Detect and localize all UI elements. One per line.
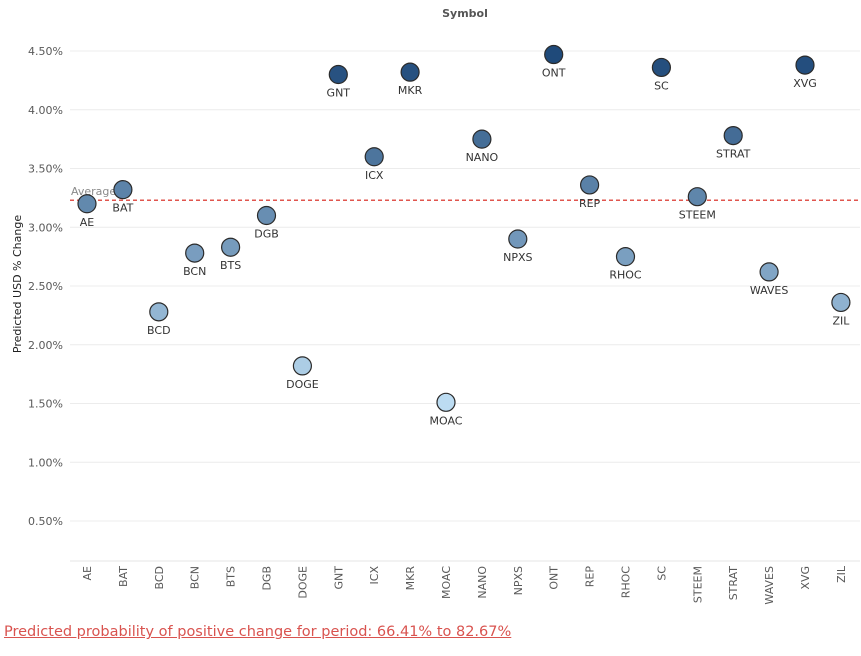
data-point-rep <box>579 175 600 195</box>
point-label: STEEM <box>679 209 716 222</box>
data-point-npxs <box>508 229 528 249</box>
y-axis-ticks: 0.50% 1.00% 1.50% 2.00% 2.50% 3.00% 3.50% 4.00%… <box>28 45 63 528</box>
x-tick-label: XVG <box>799 566 812 590</box>
x-tick-label: BAT <box>117 566 130 587</box>
y-axis-label: Predicted USD % Change <box>11 215 24 353</box>
y-tick-label: 1.00% <box>28 456 63 469</box>
x-tick-label: DGB <box>261 566 274 591</box>
point-label: WAVES <box>750 284 789 297</box>
x-tick-label: AE <box>81 566 94 581</box>
column-header: Symbol <box>442 7 488 20</box>
x-tick-label: GNT <box>332 566 345 590</box>
data-point-xvg <box>795 55 815 75</box>
point-label: BAT <box>112 202 133 215</box>
x-tick-label: ONT <box>548 566 561 590</box>
data-point-icx <box>364 147 384 167</box>
x-tick-label: ZIL <box>835 565 848 583</box>
data-point-bcd <box>149 302 169 322</box>
y-tick-label: 2.50% <box>28 280 63 293</box>
x-tick-label: RHOC <box>620 566 633 599</box>
data-point-gnt <box>328 64 348 85</box>
y-tick-label: 2.00% <box>28 339 63 352</box>
point-label: MOAC <box>430 414 463 427</box>
point-label: BTS <box>220 259 241 272</box>
point-label: DOGE <box>286 378 319 391</box>
x-tick-label: NANO <box>476 566 489 599</box>
point-label: RHOC <box>609 269 642 282</box>
data-point-ont <box>544 44 564 65</box>
data-point-bts <box>221 237 241 257</box>
point-label: ICX <box>365 169 384 182</box>
x-tick-label: STRAT <box>727 566 740 601</box>
average-label: Average <box>71 185 116 198</box>
y-tick-label: 3.00% <box>28 221 63 234</box>
y-tick-label: 4.50% <box>28 45 63 58</box>
y-tick-label: 4.00% <box>28 104 63 117</box>
data-points: AE BAT BCD BCN BTS DGB DOGE GNT ICX MKR MOAC NANO NP… <box>77 44 851 427</box>
x-axis-ticks: AE BAT BCD BCN BTS DGB DOGE GNT ICX MKR MOAC NANO NP… <box>81 565 848 604</box>
data-point-steem <box>687 187 707 207</box>
data-point-bat <box>113 180 133 200</box>
data-point-dgb <box>256 205 277 226</box>
data-point-sc <box>651 57 672 78</box>
data-point-mkr <box>400 62 420 82</box>
x-tick-label: BCD <box>153 566 166 590</box>
data-point-nano <box>472 129 492 149</box>
x-tick-label: STEEM <box>691 566 704 603</box>
point-label: MKR <box>398 84 423 97</box>
data-point-bcn <box>185 243 205 263</box>
point-label: BCD <box>147 324 171 337</box>
data-point-rhoc <box>615 247 636 267</box>
point-label: GNT <box>327 87 351 100</box>
data-point-doge <box>292 356 312 376</box>
point-label: ZIL <box>832 314 850 327</box>
point-label: ONT <box>542 67 566 80</box>
y-tick-label: 0.50% <box>28 515 63 528</box>
data-point-zil <box>831 292 851 313</box>
point-label: NPXS <box>503 251 532 264</box>
point-label: SC <box>654 79 669 92</box>
x-tick-label: REP <box>584 566 597 588</box>
point-label: STRAT <box>716 148 751 161</box>
x-tick-label: SC <box>655 566 668 581</box>
x-tick-label: DOGE <box>296 566 309 599</box>
data-point-waves <box>759 262 779 282</box>
data-point-strat <box>723 126 743 146</box>
point-label: XVG <box>793 77 817 90</box>
x-tick-label: WAVES <box>763 566 776 605</box>
scatter-chart: 0.50% 1.00% 1.50% 2.00% 2.50% 3.00% 3.50% 4.00%… <box>11 7 860 605</box>
point-label: BCN <box>183 265 206 278</box>
x-tick-label: BCN <box>189 566 202 589</box>
y-tick-label: 3.50% <box>28 163 63 176</box>
x-tick-label: MKR <box>404 566 417 591</box>
grid-lines <box>70 50 860 562</box>
point-label: REP <box>579 197 601 210</box>
x-tick-label: BTS <box>225 566 238 587</box>
x-tick-label: ICX <box>368 566 381 585</box>
probability-link[interactable]: Predicted probability of positive change… <box>4 624 512 640</box>
data-point-ae <box>77 194 97 214</box>
data-point-moac <box>436 392 456 412</box>
x-tick-label: NPXS <box>512 566 525 595</box>
x-tick-label: MOAC <box>440 566 453 599</box>
point-label: AE <box>80 216 95 229</box>
y-tick-label: 1.50% <box>28 398 63 411</box>
point-label: NANO <box>466 151 499 164</box>
point-label: DGB <box>254 228 279 241</box>
